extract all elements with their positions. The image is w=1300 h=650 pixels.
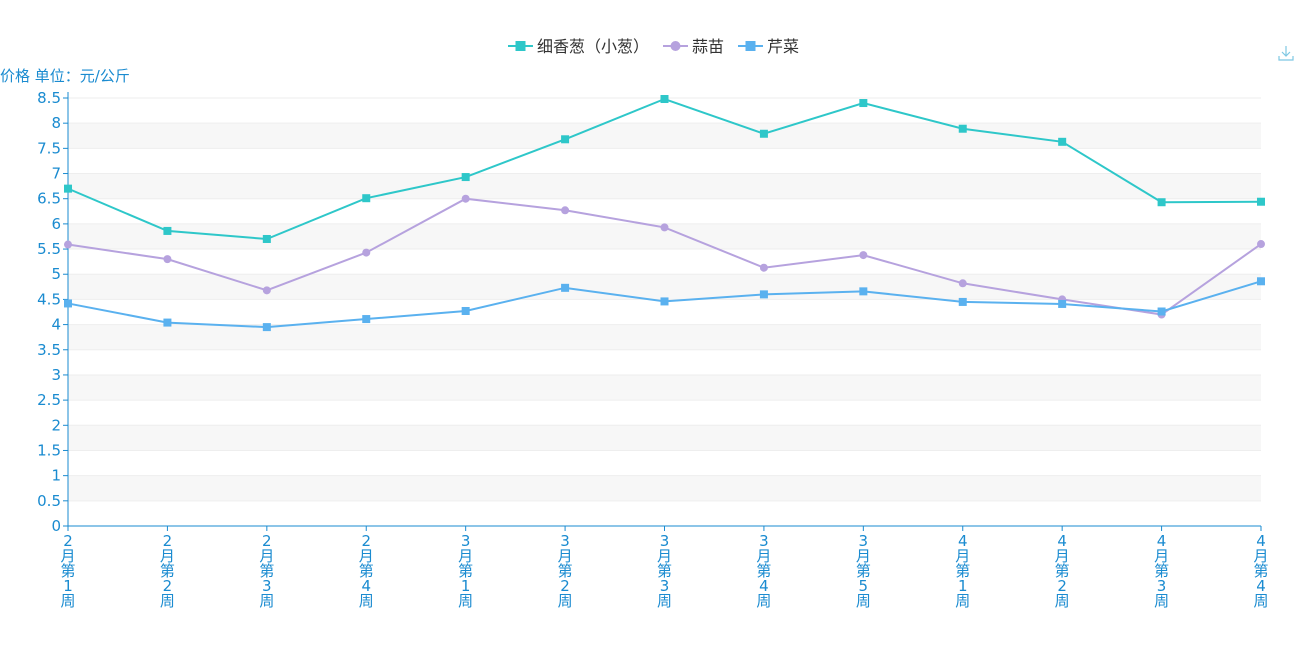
- y-tick-label: 1: [51, 467, 61, 485]
- x-tick-label: 2 月第 2 周: [160, 532, 175, 610]
- grid-band: [68, 475, 1261, 501]
- data-point: [561, 135, 570, 144]
- grid-band: [68, 400, 1261, 426]
- y-tick-label: 1.5: [37, 441, 61, 459]
- data-point: [163, 255, 172, 264]
- data-point: [262, 323, 271, 332]
- x-tick-label: 3 月第 5 周: [856, 532, 871, 610]
- data-point: [1058, 137, 1067, 146]
- data-point: [64, 184, 72, 193]
- data-point: [660, 297, 669, 306]
- data-point: [859, 251, 868, 260]
- x-tick-label: 4 月第 4 周: [1253, 532, 1268, 610]
- x-tick-label: 2 月第 3 周: [259, 532, 274, 610]
- y-tick-label: 6.5: [37, 190, 61, 208]
- x-tick-label: 3 月第 3 周: [657, 532, 672, 610]
- legend-marker[interactable]: [515, 41, 526, 51]
- grid-band: [68, 425, 1261, 451]
- y-tick-label: 7: [51, 165, 61, 183]
- y-tick-label: 5.5: [37, 240, 61, 258]
- data-point: [1257, 240, 1265, 249]
- grid-band: [68, 500, 1261, 526]
- data-point: [958, 279, 967, 288]
- legend-marker[interactable]: [670, 41, 681, 51]
- data-point: [1157, 198, 1166, 207]
- data-point: [163, 226, 172, 235]
- data-point: [859, 99, 868, 108]
- y-tick-label: 7.5: [37, 139, 61, 157]
- grid-band: [68, 374, 1261, 401]
- data-point: [1257, 277, 1265, 286]
- y-tick-label: 8.5: [37, 89, 61, 107]
- data-point: [958, 297, 967, 306]
- data-point: [759, 129, 768, 138]
- data-point: [461, 173, 470, 182]
- grid-band: [68, 450, 1261, 476]
- data-point: [461, 306, 470, 315]
- grid-band: [68, 274, 1261, 300]
- data-point: [163, 318, 172, 327]
- x-tick-label: 3 月第 1 周: [458, 532, 473, 610]
- data-point: [759, 263, 768, 272]
- y-tick-label: 4: [51, 316, 61, 334]
- x-tick-label: 2 月第 4 周: [359, 532, 374, 610]
- data-point: [262, 286, 271, 295]
- y-tick-label: 3.5: [37, 341, 61, 359]
- data-point: [1058, 299, 1067, 308]
- data-point: [561, 206, 570, 215]
- x-tick-label: 3 月第 4 周: [756, 532, 771, 610]
- grid-band: [68, 249, 1261, 275]
- data-point: [859, 287, 868, 296]
- grid-band: [68, 148, 1261, 174]
- legend-label[interactable]: 细香葱（小葱）: [537, 37, 649, 56]
- grid-band: [68, 173, 1261, 199]
- data-point: [660, 223, 669, 232]
- y-axis-title: 价格 单位：元/公斤: [0, 67, 130, 85]
- y-tick-label: 0.5: [37, 492, 61, 510]
- legend-marker[interactable]: [745, 41, 756, 51]
- data-point: [958, 124, 967, 133]
- data-point: [64, 299, 72, 308]
- data-point: [362, 248, 371, 257]
- data-point: [759, 290, 768, 299]
- grid-band: [68, 324, 1261, 350]
- y-tick-label: 4.5: [37, 290, 61, 308]
- x-tick-label: 4 月第 3 周: [1154, 532, 1169, 610]
- grid-band: [68, 198, 1261, 224]
- legend-label[interactable]: 芹菜: [767, 37, 799, 56]
- data-point: [262, 234, 271, 243]
- data-point: [1157, 307, 1166, 316]
- download-icon[interactable]: [1278, 46, 1294, 61]
- y-tick-label: 0: [51, 517, 61, 535]
- y-tick-label: 2: [51, 416, 61, 434]
- x-tick-label: 3 月第 2 周: [558, 532, 573, 610]
- data-point: [561, 283, 570, 292]
- data-point: [362, 194, 371, 203]
- y-tick-label: 8: [51, 114, 61, 132]
- data-point: [1257, 197, 1265, 206]
- y-tick-label: 5: [51, 265, 61, 283]
- data-point: [660, 95, 669, 104]
- x-tick-label: 2 月第 1 周: [60, 532, 75, 610]
- data-point: [362, 315, 371, 324]
- y-tick-label: 2.5: [37, 391, 61, 409]
- data-point: [461, 194, 470, 203]
- x-tick-label: 4 月第 2 周: [1055, 532, 1070, 610]
- x-tick-label: 4 月第 1 周: [955, 532, 970, 610]
- y-tick-label: 6: [51, 215, 61, 233]
- grid-band: [68, 123, 1261, 149]
- data-point: [64, 240, 72, 249]
- y-tick-label: 3: [51, 366, 61, 384]
- grid-band: [68, 349, 1261, 375]
- legend-label[interactable]: 蒜苗: [692, 37, 724, 56]
